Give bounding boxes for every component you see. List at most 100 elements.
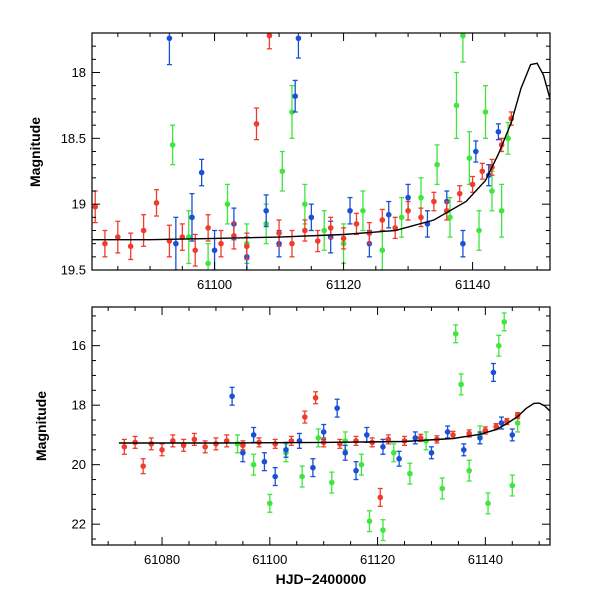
green-point xyxy=(289,109,295,115)
green-point xyxy=(205,260,211,267)
blue-point xyxy=(396,455,402,462)
blue-point xyxy=(444,429,451,435)
blue-point xyxy=(283,447,289,453)
green-point xyxy=(498,207,505,214)
x-tick-label: 61100 xyxy=(252,552,287,567)
top-ticks: 61100 61120 61140 18 18.5 19 19.5 xyxy=(61,32,550,292)
green-point xyxy=(279,168,286,175)
green-point xyxy=(302,201,308,207)
red-point xyxy=(302,227,308,234)
red-point xyxy=(170,438,176,444)
bottom-ticks: 61080 61100 61120 61140 16 18 20 22 xyxy=(72,307,550,567)
green-point xyxy=(447,214,453,221)
blue-point xyxy=(308,214,315,221)
green-point xyxy=(476,227,482,234)
green-point xyxy=(398,214,405,221)
green-point xyxy=(458,381,464,388)
x-axis-label: HJD−2400000 xyxy=(276,571,367,587)
blue-point xyxy=(353,467,359,474)
bottom-y-axis-label: Magnitude xyxy=(33,391,49,461)
red-point xyxy=(213,441,219,447)
x-tick-label: 61140 xyxy=(468,552,503,567)
red-point xyxy=(115,234,121,240)
green-point xyxy=(234,441,241,447)
red-point xyxy=(392,225,398,231)
top-y-axis-label: Magnitude xyxy=(27,117,43,187)
blue-point xyxy=(263,207,269,214)
red-point xyxy=(466,430,472,437)
blue-point xyxy=(240,449,246,456)
red-point xyxy=(276,230,282,236)
bottom-plot-area xyxy=(118,312,550,542)
blue-point xyxy=(405,194,411,201)
red-point xyxy=(450,432,456,438)
blue-point xyxy=(261,458,268,465)
blue-point xyxy=(334,405,340,411)
blue-point xyxy=(173,240,179,247)
blue-point xyxy=(385,211,392,218)
green-point xyxy=(501,319,508,325)
red-point xyxy=(272,441,279,447)
blue-point xyxy=(292,93,298,99)
green-point xyxy=(453,102,460,109)
blue-point xyxy=(498,420,505,426)
blue-point xyxy=(460,240,466,247)
green-point xyxy=(434,161,440,168)
blue-point xyxy=(229,393,235,400)
green-point xyxy=(485,500,491,507)
red-point xyxy=(92,204,99,210)
blue-point xyxy=(477,435,483,441)
red-point xyxy=(314,238,321,244)
red-point xyxy=(191,436,198,443)
red-point xyxy=(431,198,437,205)
x-tick-label: 61100 xyxy=(197,277,232,292)
blue-point xyxy=(295,35,302,42)
red-point xyxy=(159,447,165,453)
bottom-axes-frame xyxy=(91,306,551,546)
blue-point xyxy=(495,128,502,135)
green-point xyxy=(514,420,521,426)
x-tick-label: 61140 xyxy=(455,277,490,292)
red-point xyxy=(327,225,334,231)
blue-point xyxy=(428,449,435,456)
green-point xyxy=(496,342,502,349)
red-point xyxy=(405,207,411,214)
y-tick-label: 19 xyxy=(72,197,86,212)
green-point xyxy=(439,485,446,492)
green-point xyxy=(358,461,365,468)
green-point xyxy=(250,461,257,468)
blue-point xyxy=(189,214,195,221)
blue-point xyxy=(320,429,327,435)
red-point xyxy=(312,394,319,401)
red-point xyxy=(121,444,128,450)
blue-point xyxy=(473,148,479,155)
green-point xyxy=(366,518,373,524)
y-tick-label: 16 xyxy=(72,338,86,353)
red-point xyxy=(140,227,147,234)
red-point xyxy=(231,232,237,239)
y-tick-label: 18.5 xyxy=(61,131,86,146)
green-point xyxy=(418,194,424,201)
green-point xyxy=(380,527,386,533)
red-point xyxy=(493,423,499,430)
y-tick-label: 18 xyxy=(72,65,86,80)
green-point xyxy=(321,227,328,234)
red-point xyxy=(127,243,134,250)
green-point xyxy=(299,473,305,480)
red-point xyxy=(385,436,392,443)
y-tick-label: 22 xyxy=(72,517,86,532)
blue-point xyxy=(412,435,419,441)
top-plot-area xyxy=(92,33,550,270)
blue-point xyxy=(272,473,279,480)
blue-point xyxy=(310,464,316,471)
red-point xyxy=(469,181,476,188)
green-point xyxy=(379,247,386,254)
blue-point xyxy=(166,35,173,42)
green-point xyxy=(505,135,511,142)
red-point xyxy=(456,190,463,197)
red-point xyxy=(180,442,187,449)
red-point xyxy=(479,168,486,175)
green-point xyxy=(169,142,176,148)
red-point xyxy=(244,243,250,250)
